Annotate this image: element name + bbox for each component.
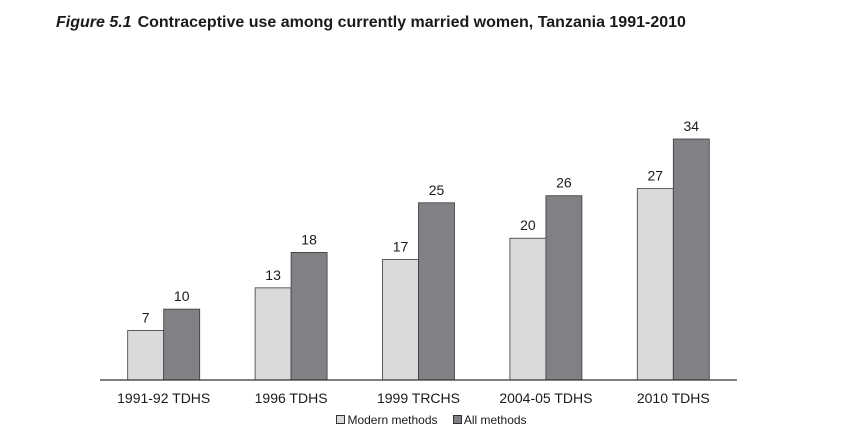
figure-label: Figure 5.1 (56, 14, 132, 31)
data-label: 18 (301, 231, 317, 247)
data-label: 20 (520, 217, 536, 233)
bar-all (672, 138, 710, 381)
bar-all (290, 252, 328, 381)
bar-modern (127, 329, 165, 381)
bar-all (545, 195, 583, 381)
data-label: 27 (648, 168, 664, 184)
x-tick-label: 2010 TDHS (637, 390, 710, 406)
bar-modern (636, 188, 674, 381)
bar-modern (254, 287, 292, 381)
chart-title: Figure 5.1 Contraceptive use among curren… (56, 14, 686, 32)
data-label: 17 (393, 239, 409, 255)
x-tick-label: 1996 TDHS (255, 390, 328, 406)
bar-all (418, 202, 455, 381)
data-label: 34 (684, 118, 700, 134)
legend-label-modern: Modern methods (347, 413, 438, 427)
data-label: 10 (174, 288, 190, 304)
legend-swatch-all (452, 415, 462, 424)
x-tick-label: 1991-92 TDHS (117, 390, 210, 406)
legend-item-modern: Modern methods (336, 413, 438, 427)
bar-all (163, 308, 201, 381)
bar-modern (509, 237, 547, 381)
data-label: 26 (556, 175, 572, 191)
data-label: 7 (142, 309, 150, 325)
legend: Modern methods All methods (0, 413, 863, 427)
legend-item-all: All methods (452, 413, 527, 427)
title-text: Contraceptive use among currently marrie… (137, 14, 686, 31)
x-tick-label: 1999 TRCHS (377, 390, 460, 406)
bar-modern (382, 259, 419, 381)
legend-swatch-modern (336, 415, 346, 424)
x-tick-label: 2004-05 TDHS (499, 390, 592, 406)
data-label: 25 (429, 182, 445, 198)
data-label: 13 (265, 267, 281, 283)
legend-label-all: All methods (463, 413, 527, 427)
